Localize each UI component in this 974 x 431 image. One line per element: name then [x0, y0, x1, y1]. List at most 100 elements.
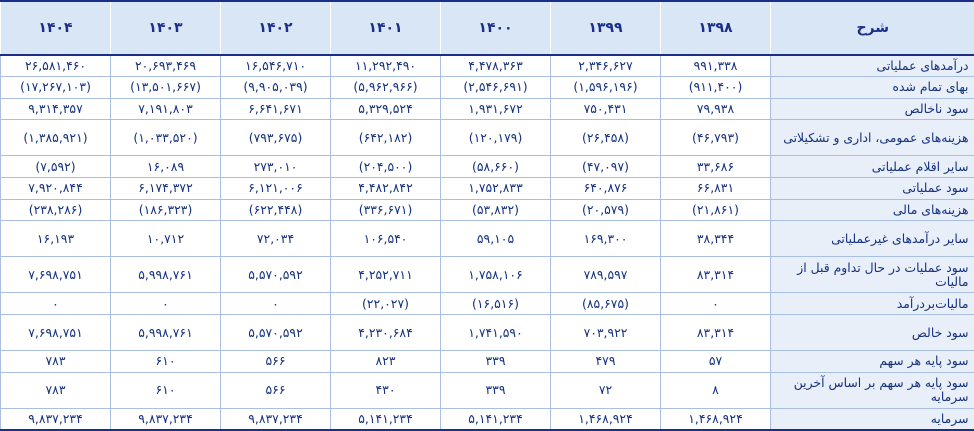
header-year: ۱۴۰۴: [0, 0, 111, 56]
cell-value: ۱,۴۶۸,۹۲۴: [550, 408, 661, 431]
cell-value: ۹,۸۳۷,۲۳۴: [110, 408, 221, 431]
table-row: سود عملیاتی ۶۶,۸۳۱ ۶۴۰,۸۷۶ ۱,۷۵۲,۸۳۳ ۴,۴۸۲,۸…: [0, 177, 974, 200]
cell-value: ۱,۷۵۲,۸۳۳: [440, 177, 551, 200]
table-body: درآمدهای عملیاتی ۹۹۱,۳۳۸ ۲,۳۴۶,۶۲۷ ۴,۴۷۸,۳۶…: [0, 55, 974, 431]
header-year: ۱۴۰۲: [220, 0, 331, 56]
row-label: سود پایه هر سهم: [770, 350, 974, 373]
header-year: ۱۴۰۰: [440, 0, 551, 56]
cell-value: (۱,۵۹۶,۱۹۶): [550, 76, 661, 99]
cell-value: (۲۳۸,۲۸۶): [0, 199, 111, 222]
cell-value: ۲,۳۴۶,۶۲۷: [550, 55, 661, 78]
cell-value: (۵۸,۶۶۰): [440, 155, 551, 179]
cell-value: ۱,۷۵۸,۱۰۶: [440, 256, 551, 294]
cell-value: ۷,۶۹۸,۷۵۱: [0, 256, 111, 294]
cell-value: (۱۶,۵۱۶): [440, 292, 551, 316]
cell-value: ۲۰,۶۹۳,۴۶۹: [110, 55, 221, 78]
table-row: سود پایه هر سهم ۵۷ ۴۷۹ ۳۳۹ ۸۲۳ ۵۶۶ ۶۱۰ ۷۸۳: [0, 350, 974, 373]
cell-value: ۳۳۹: [440, 350, 551, 373]
cell-value: (۶۴۲,۱۸۲): [330, 119, 441, 157]
cell-value: ۷,۶۹۸,۷۵۱: [0, 314, 111, 352]
cell-value: (۲,۵۴۶,۶۹۱): [440, 76, 551, 99]
table-row: هزینه‌های عمومی، اداری و تشکیلاتی (۴۶,۷۹۳…: [0, 119, 974, 157]
row-label: هزینه‌های عمومی، اداری و تشکیلاتی: [770, 119, 974, 157]
row-label: هزینه‌های مالی: [770, 199, 974, 222]
cell-value: ۷۸۳: [0, 372, 111, 409]
cell-value: (۲۲,۰۲۷): [330, 292, 441, 316]
cell-value: ۹۹۱,۳۳۸: [660, 55, 771, 78]
cell-value: ۸۳,۳۱۴: [660, 256, 771, 294]
cell-value: (۹,۹۰۵,۰۳۹): [220, 76, 331, 99]
cell-value: ۴,۲۵۲,۷۱۱: [330, 256, 441, 294]
header-year: ۱۴۰۳: [110, 0, 221, 56]
row-label: مالیات‌بردرآمد: [770, 292, 974, 316]
table-row: مالیات‌بردرآمد ۰ (۸۵,۶۷۵) (۱۶,۵۱۶) (۲۲,۰۲۷) ۰…: [0, 292, 974, 316]
cell-value: ۹,۳۱۴,۳۵۷: [0, 98, 111, 121]
cell-value: ۵,۵۷۰,۵۹۲: [220, 314, 331, 352]
row-label: بهای تمام شده: [770, 76, 974, 99]
cell-value: ۴۷۹: [550, 350, 661, 373]
row-label: سود خالص: [770, 314, 974, 352]
cell-value: ۱۱,۲۹۲,۴۹۰: [330, 55, 441, 78]
cell-value: ۵۶۶: [220, 350, 331, 373]
cell-value: ۶۱۰: [110, 350, 221, 373]
row-label: سرمایه: [770, 408, 974, 431]
cell-value: (۱۳,۵۰۱,۶۶۷): [110, 76, 221, 99]
header-year: ۱۳۹۸: [660, 0, 771, 56]
cell-value: (۷,۵۹۲): [0, 155, 111, 179]
cell-value: ۵,۵۷۰,۵۹۲: [220, 256, 331, 294]
cell-value: (۴۷,۰۹۷): [550, 155, 661, 179]
table-row: درآمدهای عملیاتی ۹۹۱,۳۳۸ ۲,۳۴۶,۶۲۷ ۴,۴۷۸,۳۶…: [0, 55, 974, 78]
cell-value: ۷۰۳,۹۲۲: [550, 314, 661, 352]
row-label: سود پایه هر سهم بر اساس آخرین سرمایه: [770, 372, 974, 409]
cell-value: ۶۱۰: [110, 372, 221, 409]
cell-value: ۱۶,۱۹۳: [0, 220, 111, 258]
cell-value: ۳۸,۳۴۴: [660, 220, 771, 258]
cell-value: ۸۲۳: [330, 350, 441, 373]
cell-value: ۱,۴۶۸,۹۲۴: [660, 408, 771, 431]
cell-value: ۷۲: [550, 372, 661, 409]
table-header: شرح ۱۳۹۸ ۱۳۹۹ ۱۴۰۰ ۱۴۰۱ ۱۴۰۲ ۱۴۰۳ ۱۴۰۴: [0, 0, 974, 56]
table-row: سود ناخالص ۷۹,۹۳۸ ۷۵۰,۴۳۱ ۱,۹۳۱,۶۷۲ ۵,۳۲۹,۵۲…: [0, 98, 974, 121]
cell-value: ۵,۳۲۹,۵۲۴: [330, 98, 441, 121]
cell-value: (۵۳,۸۳۲): [440, 199, 551, 222]
cell-value: ۶۶,۸۳۱: [660, 177, 771, 200]
cell-value: (۸۵,۶۷۵): [550, 292, 661, 316]
cell-value: ۵,۹۹۸,۷۶۱: [110, 314, 221, 352]
cell-value: (۴۶,۷۹۳): [660, 119, 771, 157]
row-label: سایر اقلام عملیاتی: [770, 155, 974, 179]
cell-value: ۴,۴۸۲,۸۴۲: [330, 177, 441, 200]
cell-value: (۲۰۴,۵۰۰): [330, 155, 441, 179]
header-year: ۱۴۰۱: [330, 0, 441, 56]
cell-value: (۱۲۰,۱۷۹): [440, 119, 551, 157]
table-row: سایر اقلام عملیاتی ۳۳,۶۸۶ (۴۷,۰۹۷) (۵۸,۶۶۰)…: [0, 155, 974, 179]
cell-value: ۶۴۰,۸۷۶: [550, 177, 661, 200]
cell-value: ۵۷: [660, 350, 771, 373]
cell-value: ۶,۱۲۱,۰۰۶: [220, 177, 331, 200]
cell-value: ۳۳,۶۸۶: [660, 155, 771, 179]
table-row: سایر درآمدهای غیرعملیاتی ۳۸,۳۴۴ ۱۶۹,۳۰۰ ۵۹,…: [0, 220, 974, 258]
cell-value: (۱۷,۲۶۷,۱۰۳): [0, 76, 111, 99]
cell-value: (۱,۳۸۵,۹۲۱): [0, 119, 111, 157]
cell-value: ۷۹,۹۳۸: [660, 98, 771, 121]
cell-value: (۲۰,۵۷۹): [550, 199, 661, 222]
cell-value: (۶۲۲,۴۴۸): [220, 199, 331, 222]
table-row: سرمایه ۱,۴۶۸,۹۲۴ ۱,۴۶۸,۹۲۴ ۵,۱۴۱,۲۳۴ ۵,۱۴۱,۲…: [0, 408, 974, 431]
cell-value: ۱۰۶,۵۴۰: [330, 220, 441, 258]
header-row: شرح ۱۳۹۸ ۱۳۹۹ ۱۴۰۰ ۱۴۰۱ ۱۴۰۲ ۱۴۰۳ ۱۴۰۴: [0, 0, 974, 56]
cell-value: ۷۸۳: [0, 350, 111, 373]
cell-value: ۵۶۶: [220, 372, 331, 409]
cell-value: ۷۸۹,۵۹۷: [550, 256, 661, 294]
cell-value: ۷۲,۰۳۴: [220, 220, 331, 258]
cell-value: ۱۰,۷۱۲: [110, 220, 221, 258]
table-row: سود پایه هر سهم بر اساس آخرین سرمایه ۸ ۷۲ ۳…: [0, 372, 974, 409]
cell-value: ۰: [0, 292, 111, 316]
row-label: سود ناخالص: [770, 98, 974, 121]
cell-value: ۸۳,۳۱۴: [660, 314, 771, 352]
cell-value: ۲۷۳,۰۱۰: [220, 155, 331, 179]
table-row: هزینه‌های مالی (۲۱,۸۶۱) (۲۰,۵۷۹) (۵۳,۸۳۲) (۳…: [0, 199, 974, 222]
table-row: سود عملیات در حال تداوم قبل از مالیات ۸۳,…: [0, 256, 974, 294]
row-label: سایر درآمدهای غیرعملیاتی: [770, 220, 974, 258]
cell-value: ۱۶,۰۸۹: [110, 155, 221, 179]
cell-value: ۱,۹۳۱,۶۷۲: [440, 98, 551, 121]
